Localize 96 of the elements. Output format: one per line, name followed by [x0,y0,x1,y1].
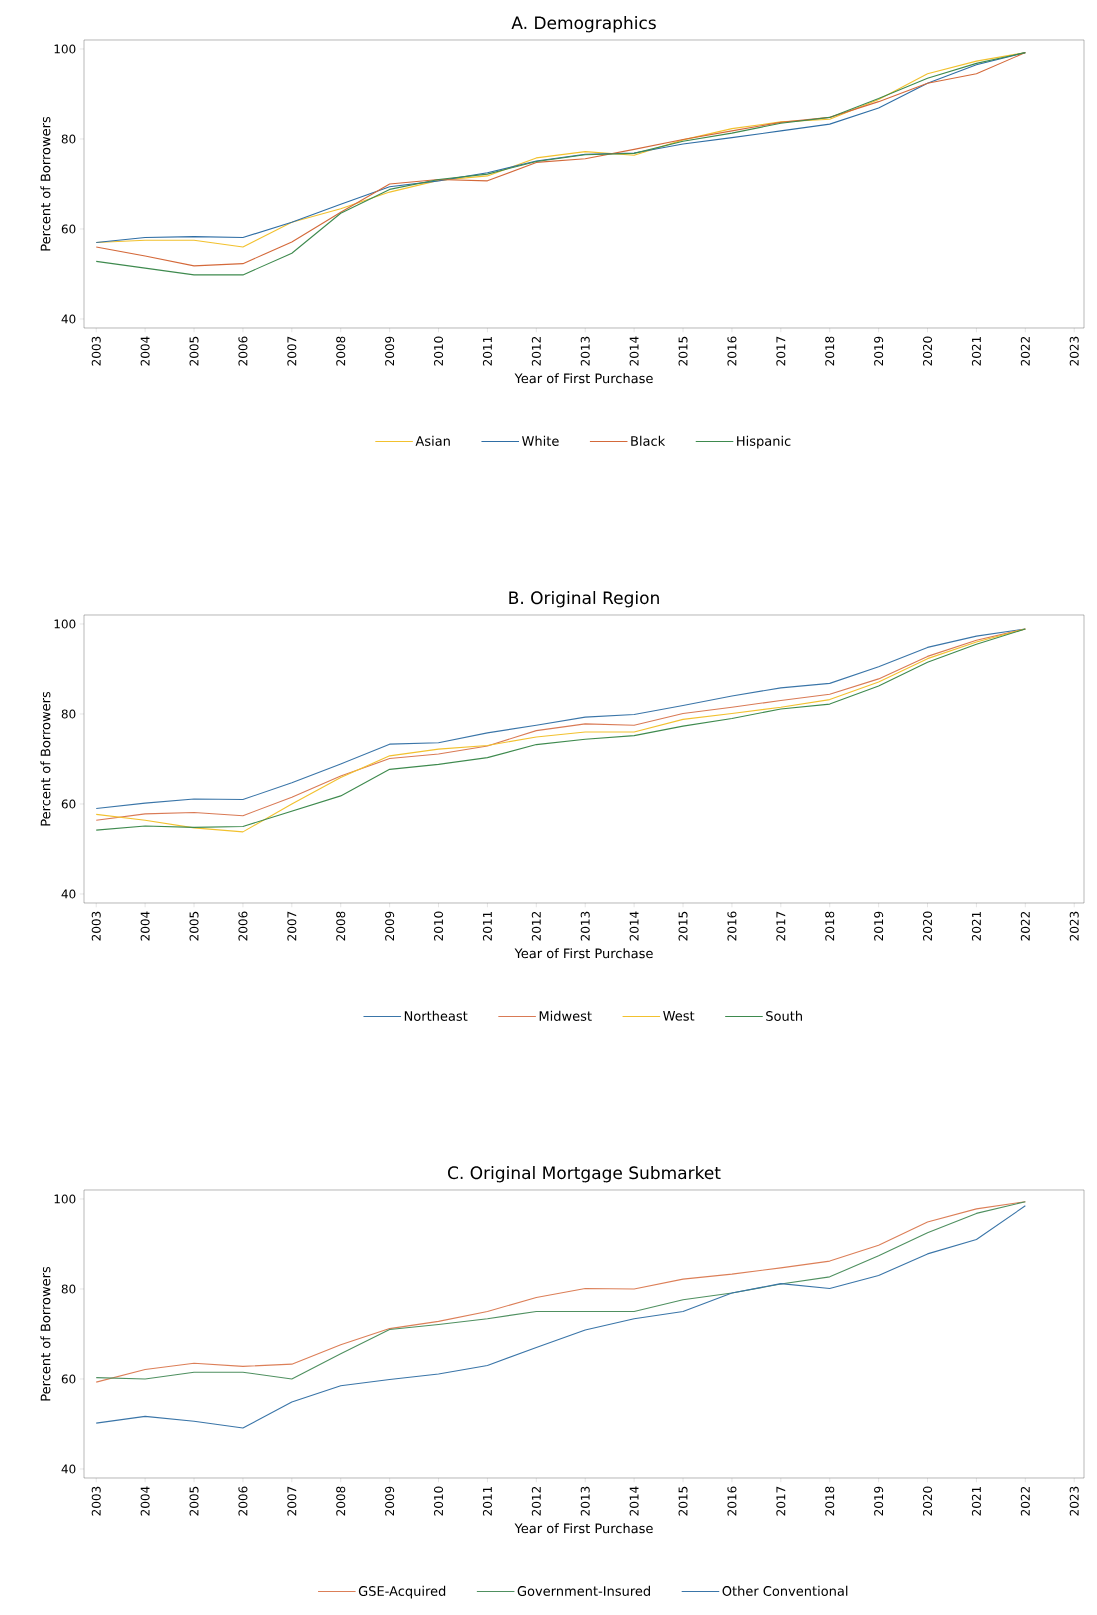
x-tick-label: 2018 [825,336,835,366]
x-tick-label: 2020 [922,336,933,366]
x-tick-label: 2022 [1020,337,1030,366]
x-tick-label: 2009 [385,336,395,366]
y-tick-label: 100 [54,44,76,54]
x-tick-label: 2021 [971,336,981,366]
x-tick-label: 2013 [580,1486,590,1516]
y-tick-label: 80 [61,709,76,719]
x-tick-label: 2003 [91,336,101,366]
x-tick-label: 2011 [482,911,492,941]
legend-label: Black [631,435,666,446]
legend-label: GSE-Acquired [358,1585,446,1599]
x-tick-label: 2007 [287,911,297,941]
y-tick-label: 60 [61,799,76,809]
x-tick-label: 2005 [189,911,199,941]
legend-label: South [766,1010,802,1021]
x-tick-label: 2010 [433,1486,444,1516]
x-tick-label: 2010 [433,336,444,366]
x-tick-label: 2019 [874,1486,884,1516]
y-axis-title: Percent of Borrowers [40,1266,51,1401]
x-tick-label: 2014 [629,911,639,941]
x-tick-label: 2007 [287,1486,297,1516]
x-tick-label: 2006 [238,1486,248,1516]
x-tick-label: 2014 [629,1486,639,1516]
y-tick-label: 40 [61,314,76,324]
x-tick-label: 2018 [825,911,835,941]
x-tick-label: 2023 [1069,1486,1079,1516]
x-tick-label: 2020 [922,911,933,941]
legend-label: Government-Insured [517,1585,650,1596]
x-tick-label: 2015 [678,911,688,941]
x-tick-label: 2015 [678,1486,688,1516]
x-tick-label: 2008 [336,336,346,366]
x-tick-label: 2004 [140,1486,150,1516]
x-tick-label: 2023 [1069,911,1079,941]
x-tick-label: 2017 [776,911,786,941]
x-tick-label: 2022 [1020,1487,1030,1516]
y-tick-label: 40 [61,1464,76,1474]
x-tick-label: 2013 [580,911,590,941]
x-tick-label: 2016 [727,911,737,941]
chart-title: C. Original Mortgage Submarket [448,1166,721,1183]
x-tick-label: 2012 [531,912,541,941]
y-axis-title: Percent of Borrowers [40,116,51,251]
y-tick-label: 40 [61,889,76,899]
x-tick-label: 2021 [971,911,981,941]
y-tick-label: 60 [61,224,76,234]
y-tick-label: 60 [61,1374,76,1384]
x-tick-label: 2021 [971,1486,981,1516]
line-series [95,1205,1026,1429]
x-tick-label: 2010 [433,911,444,941]
y-tick-label: 80 [61,1284,76,1294]
x-tick-label: 2004 [140,911,150,941]
x-tick-label: 2003 [91,1486,101,1516]
legend-label: Midwest [539,1010,592,1021]
y-tick-label: 100 [54,1194,76,1204]
legend-label: Asian [415,435,450,446]
x-axis-title: Year of First Purchase [514,1523,653,1534]
x-tick-label: 2008 [336,1486,346,1516]
x-tick-label: 2009 [385,911,395,941]
x-tick-label: 2023 [1069,336,1079,366]
x-tick-label: 2007 [287,336,297,366]
x-tick-label: 2016 [727,336,737,366]
y-axis-title: Percent of Borrowers [40,691,51,826]
legend-label: Other Conventional [722,1585,848,1596]
y-tick-label: 100 [54,619,76,629]
x-tick-label: 2006 [238,911,248,941]
x-tick-label: 2018 [825,1486,835,1516]
x-tick-label: 2008 [336,911,346,941]
y-tick-label: 80 [61,134,76,144]
x-tick-label: 2020 [922,1486,933,1516]
x-tick-label: 2011 [482,336,492,366]
legend-label: Hispanic [737,435,791,449]
x-tick-label: 2005 [189,1486,199,1516]
chart-title: B. Original Region [509,591,659,608]
legend-label: West [663,1011,695,1021]
x-tick-label: 2013 [580,336,590,366]
legend-label: White [522,435,559,446]
x-tick-label: 2003 [91,911,101,941]
legend-label: Northeast [404,1010,468,1021]
x-axis-title: Year of First Purchase [514,373,653,384]
x-tick-label: 2017 [776,1486,786,1516]
x-tick-label: 2009 [385,1486,395,1516]
x-tick-label: 2012 [531,337,541,366]
x-tick-label: 2019 [874,911,884,941]
x-tick-label: 2005 [189,336,199,366]
chart-title: A. Demographics [511,16,656,33]
x-tick-label: 2015 [678,336,688,366]
x-tick-label: 2004 [140,336,150,366]
x-tick-label: 2011 [482,1486,492,1516]
x-tick-label: 2014 [629,336,639,366]
x-tick-label: 2016 [727,1486,737,1516]
x-tick-label: 2019 [874,336,884,366]
x-tick-label: 2022 [1020,912,1030,941]
x-tick-label: 2017 [776,336,786,366]
x-tick-label: 2006 [238,336,248,366]
x-axis-title: Year of First Purchase [514,948,653,959]
x-tick-label: 2012 [531,1487,541,1516]
